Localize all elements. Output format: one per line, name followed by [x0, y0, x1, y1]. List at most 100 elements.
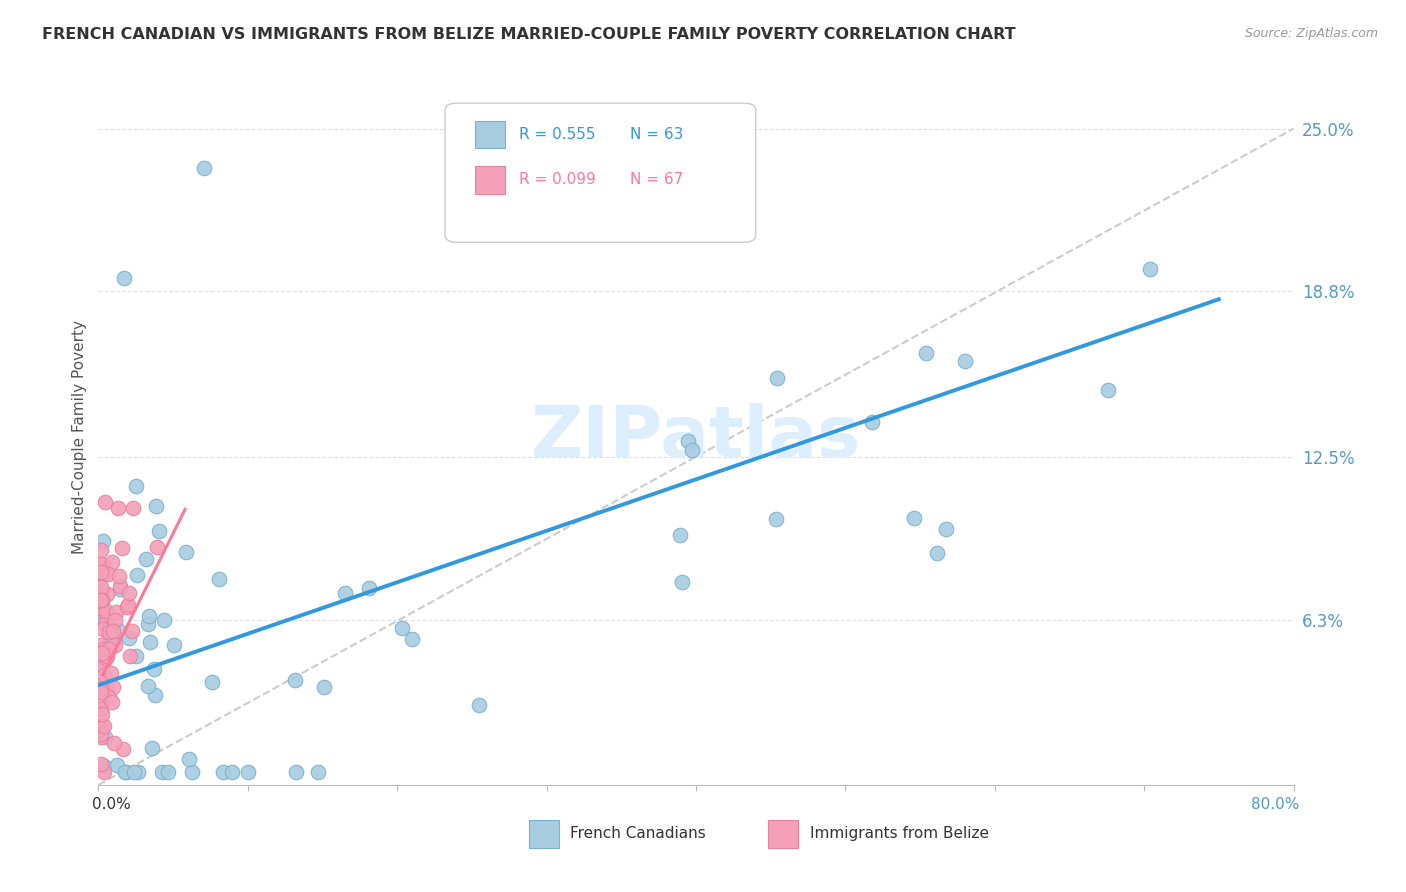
- Point: [117, 598, 139, 612]
- Point: [138, 609, 160, 624]
- Point: [90, 593, 112, 607]
- Point: [105, 758, 128, 772]
- Point: [94, 650, 117, 665]
- Text: Immigrants from Belize: Immigrants from Belize: [810, 826, 988, 841]
- Point: [93, 642, 115, 657]
- Point: [122, 764, 145, 779]
- Point: [91, 646, 114, 660]
- Point: [208, 572, 231, 586]
- Point: [860, 415, 883, 429]
- Point: [903, 511, 925, 525]
- Point: [176, 544, 198, 558]
- Point: [90, 600, 112, 615]
- Point: [103, 736, 125, 750]
- FancyBboxPatch shape: [768, 820, 797, 847]
- Point: [90, 593, 112, 607]
- Point: [139, 635, 162, 649]
- Y-axis label: Married-Couple Family Poverty: Married-Couple Family Poverty: [72, 320, 87, 554]
- Point: [765, 511, 787, 525]
- Point: [91, 583, 114, 598]
- Point: [681, 443, 703, 458]
- Point: [121, 624, 143, 639]
- Point: [93, 759, 115, 773]
- Point: [100, 695, 122, 709]
- Text: 0.0%: 0.0%: [93, 797, 131, 813]
- Point: [93, 558, 115, 572]
- Point: [98, 690, 121, 704]
- Point: [91, 592, 114, 607]
- Point: [146, 540, 169, 554]
- Point: [935, 522, 957, 536]
- Point: [143, 688, 166, 702]
- Point: [100, 665, 122, 680]
- Point: [333, 585, 356, 599]
- Point: [90, 722, 112, 736]
- Point: [125, 567, 148, 582]
- Point: [136, 617, 159, 632]
- Point: [90, 678, 112, 692]
- Point: [391, 621, 413, 635]
- Point: [98, 642, 121, 657]
- Point: [284, 673, 307, 687]
- Point: [157, 764, 180, 779]
- Point: [307, 764, 329, 779]
- Point: [127, 764, 149, 779]
- Text: R = 0.555: R = 0.555: [519, 127, 596, 142]
- Point: [118, 631, 141, 645]
- Point: [90, 558, 112, 572]
- Point: [201, 675, 224, 690]
- Text: N = 67: N = 67: [630, 172, 683, 187]
- Point: [90, 685, 112, 699]
- Point: [180, 764, 202, 779]
- Point: [927, 545, 949, 559]
- Point: [101, 680, 124, 694]
- Text: FRENCH CANADIAN VS IMMIGRANTS FROM BELIZE MARRIED-COUPLE FAMILY POVERTY CORRELAT: FRENCH CANADIAN VS IMMIGRANTS FROM BELIZ…: [42, 27, 1015, 42]
- Point: [90, 638, 112, 652]
- Point: [91, 622, 114, 636]
- Point: [914, 346, 936, 360]
- Point: [90, 681, 112, 695]
- Point: [135, 551, 157, 566]
- Point: [91, 533, 114, 548]
- Point: [98, 625, 121, 640]
- Point: [953, 354, 976, 368]
- Point: [90, 566, 112, 580]
- Point: [148, 524, 170, 538]
- Point: [179, 752, 201, 766]
- Point: [90, 693, 112, 707]
- Point: [90, 661, 112, 675]
- Point: [111, 541, 134, 555]
- Point: [96, 648, 118, 663]
- Point: [142, 662, 165, 676]
- Point: [93, 668, 115, 682]
- Point: [193, 161, 215, 175]
- Point: [150, 764, 173, 779]
- Point: [357, 581, 380, 595]
- Point: [125, 648, 148, 663]
- Point: [91, 568, 114, 582]
- Point: [93, 731, 115, 745]
- Text: R = 0.099: R = 0.099: [519, 172, 596, 187]
- Point: [221, 764, 243, 779]
- Point: [98, 620, 121, 634]
- Point: [312, 680, 335, 694]
- Point: [118, 586, 141, 600]
- Point: [114, 764, 136, 779]
- Point: [100, 556, 122, 570]
- Point: [104, 613, 127, 627]
- Point: [103, 624, 125, 639]
- Point: [236, 764, 259, 779]
- Point: [91, 604, 114, 618]
- Point: [468, 698, 491, 713]
- Point: [671, 574, 693, 589]
- Point: [90, 543, 112, 558]
- Point: [112, 271, 135, 285]
- Point: [112, 742, 135, 756]
- Point: [91, 648, 114, 663]
- FancyBboxPatch shape: [475, 120, 505, 148]
- Point: [108, 569, 131, 583]
- Point: [94, 617, 117, 632]
- Point: [118, 648, 141, 663]
- Point: [90, 580, 112, 594]
- Point: [90, 719, 112, 733]
